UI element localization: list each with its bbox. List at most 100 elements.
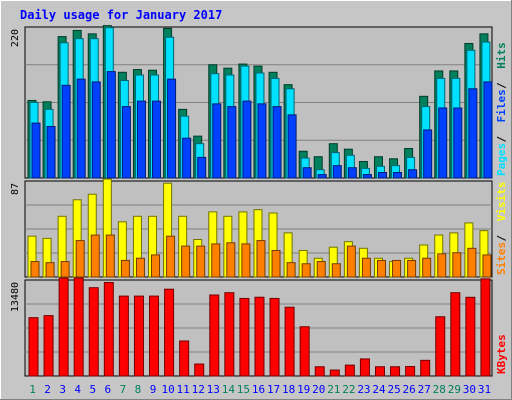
- bar-kbytes: [224, 292, 235, 377]
- bar-kbytes: [269, 297, 280, 377]
- x-tick-label: 19: [297, 383, 310, 396]
- bar-pages: [377, 172, 387, 179]
- bar-pages: [317, 174, 327, 179]
- bar-sites: [151, 254, 161, 278]
- legend-item: Hits: [495, 42, 508, 69]
- bar-sites: [45, 262, 55, 278]
- y-max-label: 220: [10, 29, 21, 47]
- panel-kbytes: 13480 KBytes: [10, 277, 508, 377]
- bar-pages: [257, 103, 267, 179]
- bar-pages: [468, 88, 478, 179]
- bar-kbytes: [28, 317, 39, 377]
- bar-pages: [182, 137, 192, 179]
- x-tick-label: 3: [59, 383, 66, 396]
- bar-pages: [408, 169, 418, 179]
- bar-sites: [256, 240, 266, 278]
- bar-kbytes: [390, 366, 401, 377]
- bar-pages: [332, 165, 342, 179]
- x-tick-label: 1: [29, 383, 36, 396]
- bar-kbytes: [344, 364, 355, 377]
- legend-group: KBytes: [495, 334, 508, 374]
- bar-pages: [91, 81, 101, 179]
- bar-pages: [393, 172, 403, 179]
- x-tick-label: 7: [120, 383, 127, 396]
- x-tick-label: 6: [105, 383, 112, 396]
- legend-item: KBytes: [495, 334, 508, 374]
- x-tick-label: 30: [463, 383, 476, 396]
- x-axis-labels: 1 2 3 4 5 6 7 8 9 10 11 12 13 14 15 16 17 18 19 20 21 22 23 24 2…: [29, 383, 491, 396]
- bar-sites: [181, 245, 191, 278]
- bar-sites: [105, 234, 115, 278]
- bar-sites: [482, 254, 492, 278]
- bar-pages: [121, 106, 131, 179]
- bar-kbytes: [450, 292, 461, 377]
- bar-pages: [46, 126, 56, 179]
- bar-kbytes: [43, 315, 54, 377]
- bar-sites: [166, 235, 176, 278]
- bar-pages: [197, 156, 207, 179]
- bar-pages: [302, 167, 312, 179]
- bar-sites: [331, 263, 341, 278]
- legend-item: Pages: [495, 143, 508, 176]
- bar-sites: [361, 257, 371, 278]
- bar-pages: [106, 71, 116, 179]
- bar-kbytes: [329, 369, 340, 377]
- panel-visits_sites: 87 Sites / Visits: [10, 178, 508, 278]
- legend-item: Files: [495, 89, 508, 122]
- x-tick-label: 18: [282, 383, 295, 396]
- x-tick-label: 17: [267, 383, 280, 396]
- x-tick-label: 25: [387, 383, 400, 396]
- legend-group: Sites / Visits: [495, 182, 508, 275]
- bar-pages: [453, 107, 463, 179]
- bar-kbytes: [374, 366, 385, 377]
- bar-pages: [136, 100, 146, 179]
- x-tick-label: 16: [252, 383, 265, 396]
- x-tick-label: 20: [312, 383, 325, 396]
- bar-sites: [422, 257, 432, 278]
- bar-kbytes: [299, 326, 310, 377]
- x-tick-label: 12: [192, 383, 205, 396]
- panel-hits_files_pages: 220 Pages / Files / Hits: [10, 25, 508, 179]
- bar-pages: [423, 129, 433, 179]
- bar-sites: [30, 261, 40, 278]
- bar-pages: [167, 78, 177, 179]
- bars-hits_files_pages: [27, 25, 493, 179]
- x-tick-label: 24: [372, 383, 386, 396]
- bar-sites: [241, 243, 251, 278]
- bar-sites: [120, 259, 130, 278]
- legend-item: Sites: [495, 242, 508, 275]
- bar-sites: [392, 259, 402, 278]
- bar-sites: [286, 262, 296, 278]
- x-tick-label: 29: [448, 383, 461, 396]
- x-tick-label: 13: [207, 383, 220, 396]
- bar-kbytes: [359, 358, 370, 377]
- x-tick-label: 8: [135, 383, 142, 396]
- bar-sites: [346, 245, 356, 278]
- bars-visits_sites: [27, 178, 492, 278]
- bar-pages: [242, 100, 252, 179]
- bar-kbytes: [314, 366, 325, 377]
- bars-kbytes: [28, 277, 491, 377]
- chart-panels: 220 Pages / Files / Hits 87 Sites / Visits 1…: [10, 25, 508, 377]
- legend-item: /: [495, 82, 508, 89]
- bar-pages: [347, 167, 357, 179]
- bar-kbytes: [254, 296, 265, 377]
- y-max-label: 13480: [10, 282, 21, 312]
- x-tick-label: 22: [342, 383, 355, 396]
- bar-sites: [467, 247, 477, 278]
- bar-pages: [31, 122, 41, 179]
- bar-kbytes: [435, 316, 446, 377]
- bar-sites: [90, 234, 100, 278]
- bar-kbytes: [284, 306, 295, 377]
- x-tick-label: 5: [89, 383, 96, 396]
- bar-pages: [227, 106, 237, 179]
- bar-pages: [76, 78, 86, 179]
- bar-pages: [61, 84, 71, 179]
- x-tick-label: 4: [74, 383, 81, 396]
- bar-kbytes: [103, 281, 114, 377]
- bar-kbytes: [88, 287, 99, 377]
- bar-kbytes: [239, 297, 250, 377]
- x-tick-label: 31: [478, 383, 491, 396]
- bar-pages: [212, 103, 222, 179]
